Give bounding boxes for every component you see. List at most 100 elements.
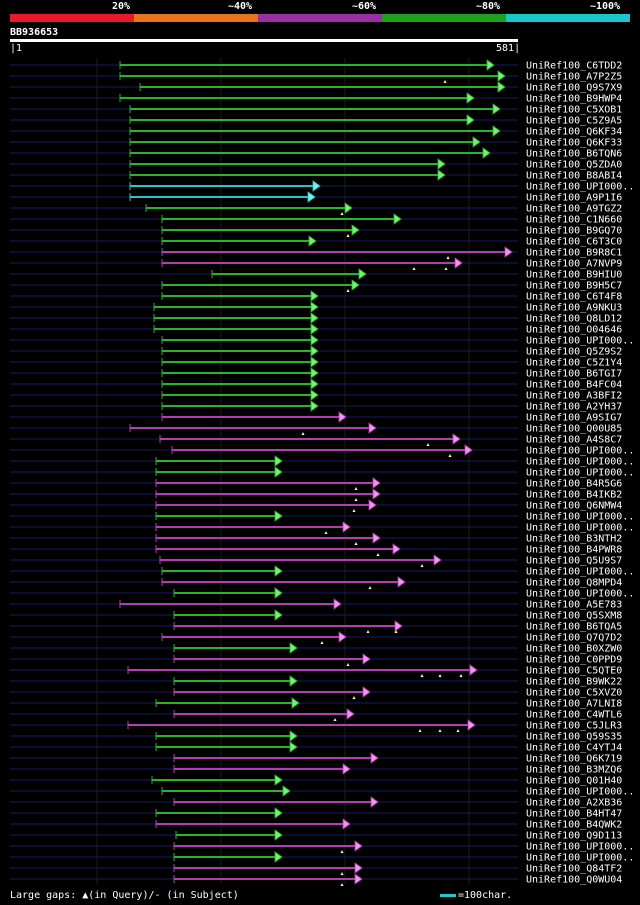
query-gap-marker (346, 234, 350, 237)
hit-arrowhead (370, 796, 379, 808)
hit-label: UniRef100_UPI000.. (526, 468, 634, 479)
query-gap-marker (446, 256, 450, 259)
hit-arrowhead (362, 653, 371, 665)
hit-arrowhead (333, 598, 342, 610)
hit-label: UniRef100_Q01H40 (526, 776, 622, 787)
hit-arrowhead (486, 59, 495, 71)
query-gap-marker (412, 267, 416, 270)
query-gap-marker (301, 432, 305, 435)
query-gap-marker (448, 454, 452, 457)
hit-label: UniRef100_A2XB36 (526, 798, 622, 809)
hit-arrowhead (344, 202, 353, 214)
query-gap-marker (394, 630, 398, 633)
query-gap-marker (340, 850, 344, 853)
hit-label: UniRef100_UPI000.. (526, 842, 634, 853)
identity-legend: 20% ~40% ~60% ~80% ~100% (0, 0, 640, 24)
hit-arrowhead (354, 873, 363, 885)
hit-arrowhead (368, 422, 377, 434)
legend-swatch-80 (382, 14, 506, 22)
hit-label: UniRef100_A5E783 (526, 600, 622, 611)
hit-arrowhead (338, 411, 347, 423)
query-gap-marker (340, 883, 344, 886)
hit-label: UniRef100_Q0WU04 (526, 875, 622, 886)
hit-arrowhead (346, 708, 355, 720)
hit-label: UniRef100_C5JLR3 (526, 721, 622, 732)
hit-label: UniRef100_C5Z1Y4 (526, 358, 622, 369)
hit-label: UniRef100_UPI000.. (526, 787, 634, 798)
hit-label: UniRef100_B4PWR8 (526, 545, 622, 556)
hit-arrowhead (472, 136, 481, 148)
hit-arrowhead (370, 752, 379, 764)
hit-arrowhead (464, 444, 473, 456)
hit-arrowhead (351, 279, 360, 291)
hit-label: UniRef100_A9NKU3 (526, 303, 622, 314)
hit-label: UniRef100_A9P1I6 (526, 193, 622, 204)
hit-arrowhead (492, 125, 501, 137)
hit-arrowhead (354, 840, 363, 852)
hit-arrowhead (372, 488, 381, 500)
hit-label: UniRef100_B9HWP4 (526, 94, 622, 105)
large-gaps-legend: Large gaps: ▲(in Query)/- (in Subject) (10, 890, 239, 901)
hit-arrowhead (274, 774, 283, 786)
hit-arrowhead (274, 851, 283, 863)
query-ruler (10, 39, 518, 42)
hit-label: UniRef100_B4IKB2 (526, 490, 622, 501)
hit-arrowhead (274, 829, 283, 841)
hit-arrowhead (342, 763, 351, 775)
query-gap-marker (340, 872, 344, 875)
hit-arrowhead (467, 719, 476, 731)
hit-label: UniRef100_UPI000.. (526, 589, 634, 600)
hit-label: UniRef100_B9GQ70 (526, 226, 622, 237)
hit-arrowhead (351, 224, 360, 236)
hit-arrowhead (274, 609, 283, 621)
query-id: BB936653 (10, 27, 59, 38)
query-gap-marker (340, 212, 344, 215)
hit-arrowhead (504, 246, 513, 258)
hit-label: UniRef100_A9TGZ2 (526, 204, 622, 215)
hit-label: UniRef100_A3BFI2 (526, 391, 622, 402)
hit-label: UniRef100_Q9S7X9 (526, 83, 622, 94)
query-gap-marker (459, 674, 463, 677)
legend-swatch-20 (10, 14, 134, 22)
hit-arrowhead (307, 191, 316, 203)
legend-label-80: ~80% (476, 1, 501, 12)
hit-label: UniRef100_B4R5G6 (526, 479, 622, 490)
hit-label: UniRef100_B9H5C7 (526, 281, 622, 292)
hit-label: UniRef100_C5Z9A5 (526, 116, 622, 127)
hit-arrowhead (342, 521, 351, 533)
hit-label: UniRef100_Q6KF33 (526, 138, 622, 149)
query-gap-marker (346, 289, 350, 292)
hit-arrowhead (308, 235, 317, 247)
hit-label: UniRef100_C6T3C0 (526, 237, 622, 248)
hit-label: UniRef100_C5XOB1 (526, 105, 622, 116)
hit-arrowhead (433, 554, 442, 566)
hit-arrowhead (372, 477, 381, 489)
hit-label: UniRef100_Q5Z9S2 (526, 347, 622, 358)
hit-arrowhead (312, 180, 321, 192)
query-gap-marker (418, 729, 422, 732)
hit-label: UniRef100_UPI000.. (526, 182, 634, 193)
query-gap-marker (456, 729, 460, 732)
hit-label: UniRef100_UPI000.. (526, 457, 634, 468)
hit-arrowhead (310, 312, 319, 324)
hit-arrowhead (466, 92, 475, 104)
hit-label: UniRef100_Q5ZDA0 (526, 160, 622, 171)
hit-label: UniRef100_Q7Q7D2 (526, 633, 622, 644)
hit-arrowhead (274, 455, 283, 467)
hit-arrowhead (274, 466, 283, 478)
hit-label: UniRef100_B6TQN6 (526, 149, 622, 160)
hit-label: UniRef100_UPI000.. (526, 336, 634, 347)
hit-arrowhead (310, 334, 319, 346)
hit-label: UniRef100_B0XZW0 (526, 644, 622, 655)
hit-arrowhead (310, 389, 319, 401)
query-gap-marker (333, 718, 337, 721)
hit-arrowhead (393, 213, 402, 225)
query-gap-marker (324, 531, 328, 534)
scale-text: =100char. (458, 890, 513, 901)
hit-label: UniRef100_UPI000.. (526, 853, 634, 864)
hit-arrowhead (372, 532, 381, 544)
legend-label-40: ~40% (228, 1, 253, 12)
hit-label: UniRef100_A2YH37 (526, 402, 622, 413)
query-gap-marker (420, 564, 424, 567)
hit-label: UniRef100_C5XVZ0 (526, 688, 622, 699)
